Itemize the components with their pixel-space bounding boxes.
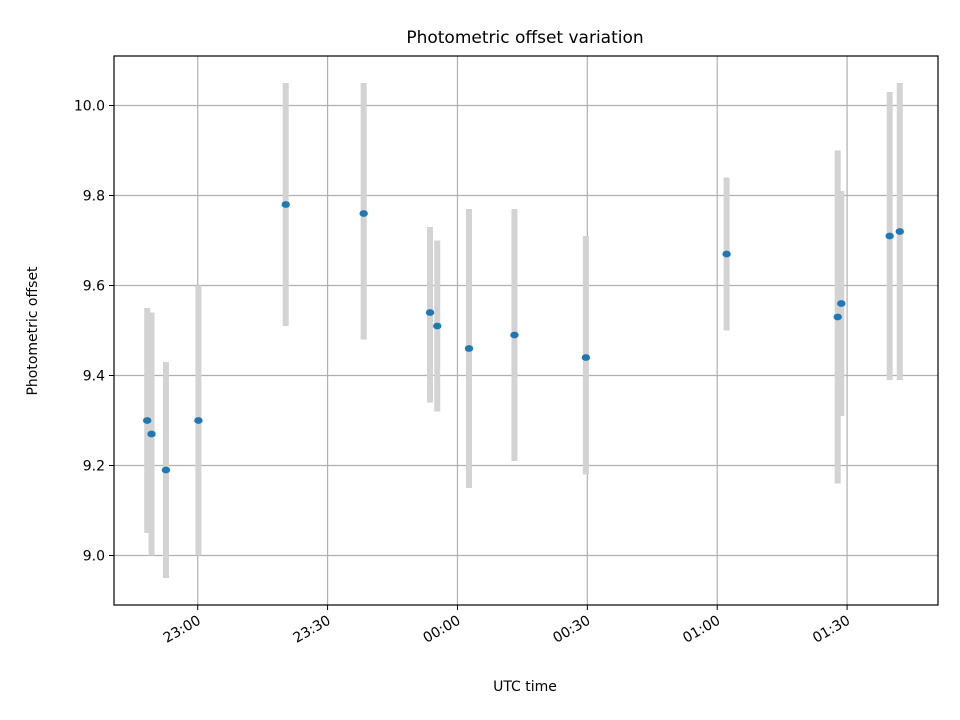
data-point	[142, 417, 152, 424]
data-point	[837, 300, 846, 307]
y-tick-label: 9.0	[83, 549, 105, 565]
data-point	[147, 430, 156, 438]
y-axis-label: Photometric offset	[25, 266, 41, 396]
data-points	[142, 201, 904, 474]
y-tick-label: 10.0	[74, 99, 105, 115]
data-point	[281, 201, 290, 208]
y-axis-ticks: 9.0 9.2 9.4 9.6 9.8 10.0	[74, 99, 114, 565]
plot-area	[114, 56, 938, 605]
data-point	[359, 210, 368, 217]
y-tick-label: 9.4	[83, 369, 105, 385]
data-point	[885, 232, 894, 240]
data-point	[833, 313, 842, 321]
plot-frame	[113, 55, 939, 606]
data-point	[510, 331, 519, 339]
data-point	[464, 345, 474, 352]
x-axis-label: UTC time	[493, 679, 557, 695]
y-tick-label: 9.8	[83, 189, 105, 205]
data-point	[581, 354, 591, 361]
chart-title: Photometric offset variation	[406, 28, 643, 48]
y-tick-label: 9.2	[83, 459, 105, 475]
data-point	[433, 322, 442, 330]
y-tick-label: 9.6	[83, 279, 105, 295]
data-point	[425, 309, 435, 316]
data-point	[722, 250, 731, 258]
data-point	[895, 228, 904, 235]
data-point	[194, 417, 203, 424]
data-point	[161, 466, 171, 474]
